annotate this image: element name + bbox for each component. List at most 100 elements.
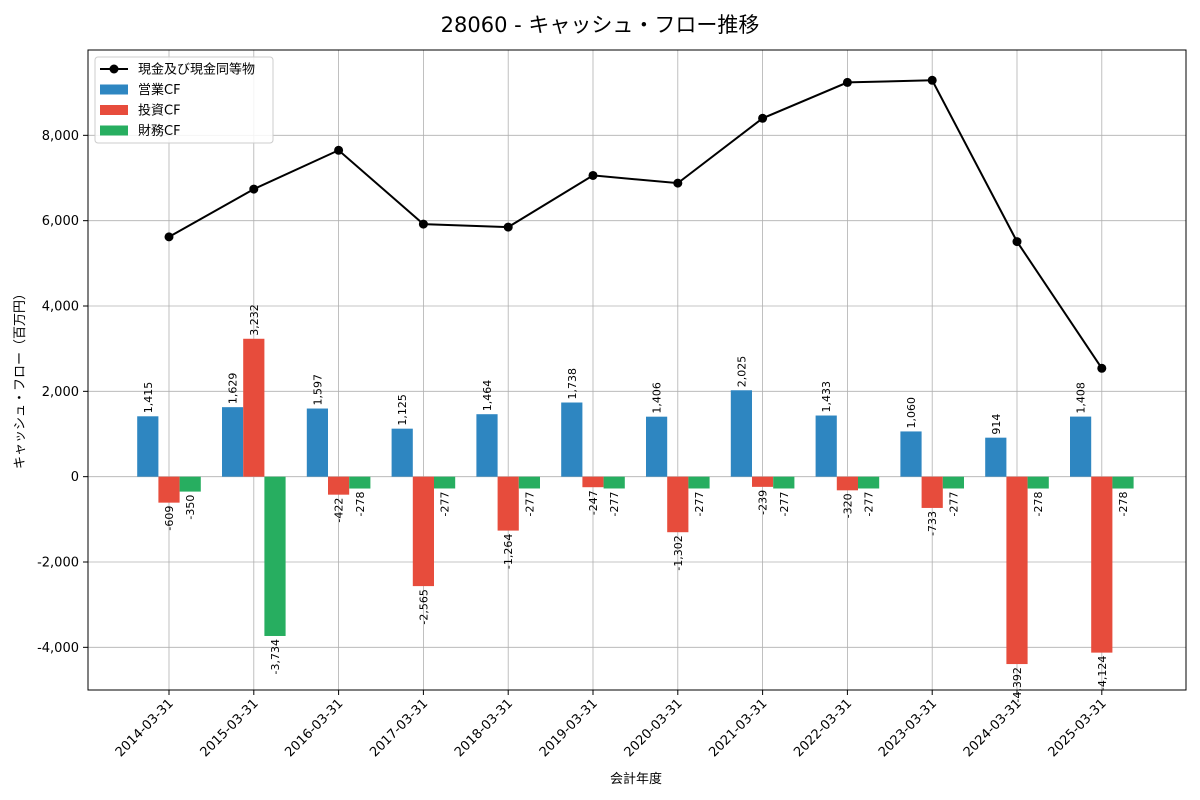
bar-0-1: [222, 407, 244, 477]
bar-2-1: [264, 476, 286, 636]
bar-1-7: [752, 476, 774, 487]
bar-label: 1,464: [481, 380, 494, 412]
bar-label: -278: [1117, 492, 1130, 517]
bar-1-0: [158, 476, 180, 503]
bars: [137, 338, 1134, 665]
bar-label: 2,025: [735, 356, 748, 388]
y-tick-label: 0: [71, 470, 79, 485]
x-tick-label: 2023-03-31: [876, 696, 940, 760]
bar-0-4: [476, 414, 498, 477]
y-axis-label: キャッシュ・フロー（百万円）: [13, 287, 28, 469]
cash-point-3: [418, 219, 428, 229]
legend-label: 現金及び現金同等物: [138, 62, 255, 78]
bar-1-9: [921, 476, 943, 508]
x-tick-label: 2017-03-31: [367, 696, 431, 760]
bar-label: -278: [354, 492, 367, 517]
bar-label: 1,597: [311, 374, 324, 406]
legend-box: [94, 56, 274, 144]
bar-1-8: [836, 476, 858, 491]
bar-label: -422: [333, 498, 346, 523]
bar-label: -1,302: [672, 535, 685, 570]
bar-0-5: [561, 402, 583, 477]
bar-label: -277: [693, 491, 706, 516]
y-tick-label: -4,000: [37, 641, 79, 656]
x-tick-label: 2019-03-31: [537, 696, 601, 760]
bar-label: -277: [523, 491, 536, 516]
bar-label: 1,408: [1075, 382, 1088, 414]
bar-1-6: [667, 476, 689, 533]
bar-label: -2,565: [417, 589, 430, 624]
bar-0-0: [137, 416, 159, 477]
grid: [88, 50, 1186, 690]
bar-label: 1,415: [142, 382, 155, 414]
bar-label: -277: [947, 491, 960, 516]
cash-point-9: [927, 75, 937, 85]
plot-frame: [87, 49, 1187, 691]
bar-label: -320: [841, 493, 854, 518]
bar-label: -3,734: [269, 639, 282, 674]
bar-0-8: [815, 415, 837, 477]
bar-2-6: [688, 476, 710, 489]
bar-label: 1,629: [227, 373, 240, 405]
bar-label: 1,738: [566, 368, 579, 400]
bar-2-7: [773, 476, 795, 489]
bar-label: -609: [163, 506, 176, 531]
legend-label: 投資CF: [138, 103, 181, 119]
cash-point-10: [1012, 237, 1022, 247]
legend-swatch: [100, 105, 128, 115]
bar-label: -247: [587, 490, 600, 515]
x-tick-label: 2025-03-31: [1046, 696, 1110, 760]
legend-swatch: [100, 125, 128, 136]
cash-point-8: [842, 77, 852, 87]
bar-0-2: [306, 408, 328, 477]
legend-swatch: [100, 84, 128, 95]
y-tick-label: 2,000: [42, 385, 79, 400]
bar-0-11: [1070, 416, 1092, 477]
bar-label: -733: [926, 511, 939, 536]
bar-2-9: [942, 476, 964, 489]
bar-label: -277: [863, 491, 876, 516]
cash-line-path: [168, 79, 1103, 369]
bar-label: -4,124: [1096, 656, 1109, 691]
y-tick-label: 4,000: [42, 300, 79, 315]
x-tick-label: 2020-03-31: [622, 696, 686, 760]
bar-0-10: [985, 437, 1007, 477]
bar-label: -4,392: [1011, 667, 1024, 702]
bar-label: -277: [439, 491, 452, 516]
y-tick-label: 6,000: [42, 214, 79, 229]
bar-2-2: [349, 476, 371, 489]
cash-point-2: [334, 145, 344, 155]
y-tick-label: 8,000: [42, 129, 79, 144]
cash-point-4: [503, 222, 513, 232]
bar-label: -239: [757, 490, 770, 515]
cash-point-1: [249, 184, 259, 194]
bar-0-7: [730, 390, 752, 477]
x-tick-label: 2015-03-31: [198, 696, 262, 760]
cash-line: [164, 75, 1107, 373]
bar-label: -278: [1032, 492, 1045, 517]
bar-2-10: [1027, 476, 1049, 489]
bar-2-0: [179, 476, 201, 492]
bar-1-4: [497, 476, 519, 531]
legend-label: 財務CF: [138, 124, 181, 139]
x-tick-label: 2018-03-31: [452, 696, 516, 760]
bar-2-11: [1112, 476, 1134, 489]
bar-1-11: [1091, 476, 1113, 653]
bar-label: 914: [990, 414, 1003, 435]
bar-2-8: [858, 476, 880, 489]
cash-point-7: [758, 113, 768, 123]
bar-1-2: [328, 476, 350, 495]
bar-label: 1,433: [820, 381, 833, 413]
cash-point-5: [588, 170, 598, 180]
bar-2-5: [603, 476, 625, 489]
bar-2-4: [518, 476, 540, 489]
bar-label: 1,125: [396, 394, 409, 426]
cash-point-11: [1097, 363, 1107, 373]
x-tick-label: 2014-03-31: [113, 696, 177, 760]
x-tick-label: 2024-03-31: [961, 696, 1025, 760]
legend-line-marker: [109, 64, 119, 74]
bar-label: 1,406: [651, 382, 664, 414]
x-tick-label: 2021-03-31: [706, 696, 770, 760]
